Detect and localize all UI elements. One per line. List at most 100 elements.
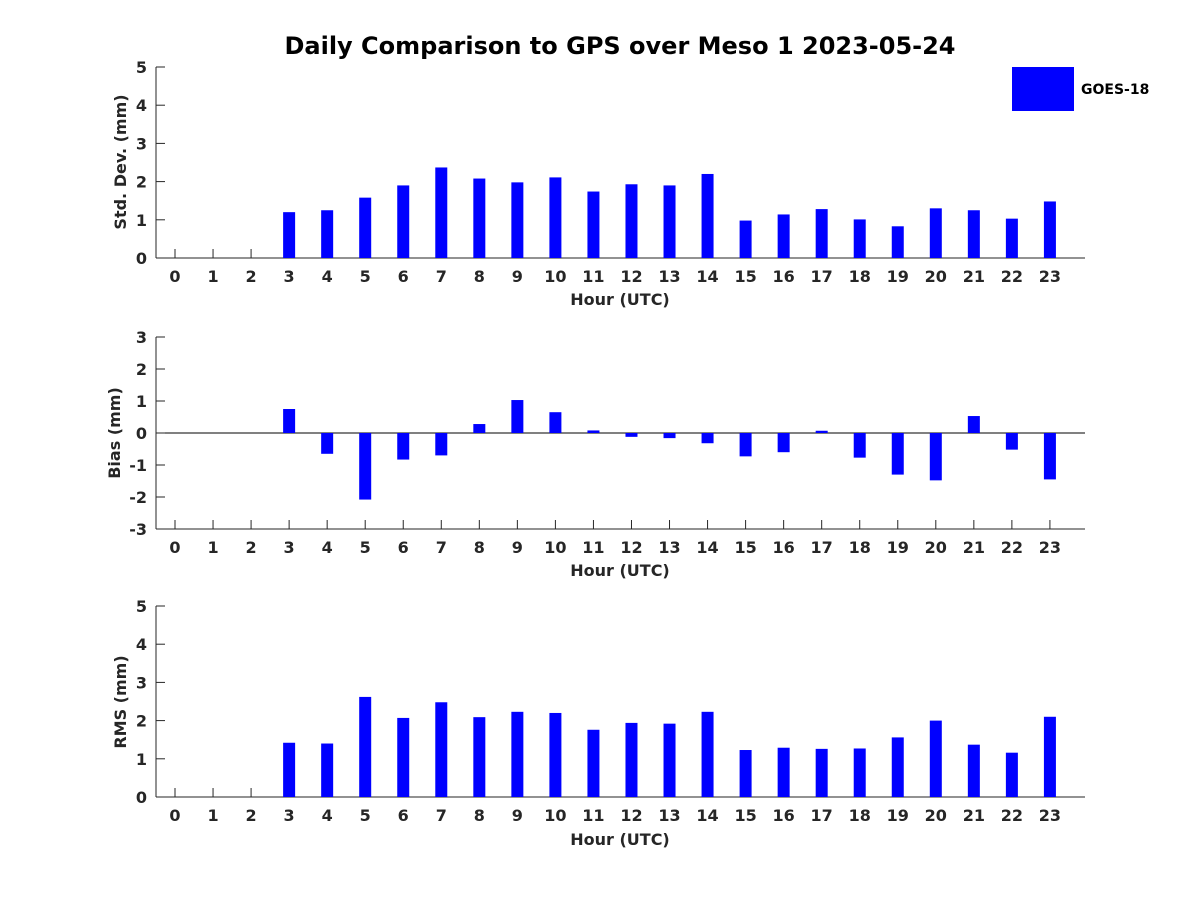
rms-x-tick-label: 18 [849,806,871,825]
rms-y-tick-label: 5 [136,597,147,616]
rms-x-tick-label: 17 [811,806,833,825]
bias-x-tick-label: 21 [963,538,985,557]
rms-bar-hour-17 [815,748,828,797]
rms-y-tick-label: 4 [136,635,147,654]
bias-x-tick-label: 16 [773,538,795,557]
std-dev-bar-hour-8 [473,178,486,258]
rms-bar-hour-19 [891,737,904,797]
std-dev-bar-hour-12 [625,184,638,258]
rms-x-tick-label: 4 [322,806,333,825]
bias-x-tick-label: 0 [169,538,180,557]
std-dev-y-tick-label: 3 [136,134,147,153]
std-dev-bar-hour-23 [1043,201,1056,258]
std-dev-bar-hour-16 [777,214,790,258]
std-dev-x-tick-label: 0 [169,267,180,286]
bias-x-tick-label: 9 [512,538,523,557]
rms-y-tick-label: 3 [136,673,147,692]
std-dev-bar-hour-17 [815,209,828,258]
rms-bar-hour-5 [359,696,372,797]
bias-bar-hour-11 [587,430,600,433]
std-dev-x-tick-label: 2 [246,267,257,286]
rms-bar-hour-21 [967,744,980,797]
std-dev-y-axis-label: Std. Dev. (mm) [111,94,130,229]
bias-bar-hour-20 [929,433,942,481]
std-dev-x-tick-label: 1 [207,267,218,286]
bias-y-tick-label: -2 [129,488,147,507]
rms-bar-hour-11 [587,729,600,797]
bias-y-tick-label: -3 [129,520,147,539]
std-dev-bar-hour-14 [701,173,714,258]
bias-bar-hour-13 [663,433,676,439]
rms-x-tick-label: 16 [773,806,795,825]
bias-bar-hour-23 [1043,433,1056,480]
std-dev-x-tick-label: 13 [658,267,680,286]
std-dev-y-tick-label: 4 [136,96,147,115]
std-dev-bar-hour-15 [739,220,752,258]
rms-bar-hour-13 [663,723,676,797]
std-dev-x-tick-label: 20 [925,267,947,286]
rms-bar-hour-23 [1043,716,1056,797]
bias-x-axis-label: Hour (UTC) [570,561,670,580]
std-dev-x-tick-label: 12 [620,267,642,286]
std-dev-x-tick-label: 15 [734,267,756,286]
std-dev-x-axis-label: Hour (UTC) [570,290,670,309]
std-dev-x-tick-label: 16 [773,267,795,286]
rms-x-tick-label: 12 [620,806,642,825]
bias-bar-hour-8 [473,424,486,433]
std-dev-x-tick-label: 9 [512,267,523,286]
std-dev-x-tick-label: 5 [360,267,371,286]
std-dev-bar-hour-19 [891,226,904,258]
rms-x-tick-label: 11 [582,806,604,825]
bias-x-tick-label: 3 [284,538,295,557]
rms-y-tick-label: 2 [136,712,147,731]
rms-bar-hour-16 [777,747,790,797]
std-dev-bar-hour-18 [853,219,866,258]
std-dev-x-tick-label: 23 [1039,267,1061,286]
rms-x-tick-label: 1 [207,806,218,825]
std-dev-x-tick-label: 7 [436,267,447,286]
rms-y-axis-label: RMS (mm) [111,655,130,748]
rms-bar-hour-15 [739,750,752,797]
rms-bar-hour-10 [549,712,562,797]
std-dev-x-tick-label: 22 [1001,267,1023,286]
bias-x-tick-label: 2 [246,538,257,557]
rms-x-tick-label: 14 [696,806,718,825]
std-dev-bar-hour-13 [663,185,676,258]
bias-x-tick-label: 10 [544,538,566,557]
rms-y-tick-label: 0 [136,788,147,807]
bias-x-tick-label: 14 [696,538,718,557]
bias-x-tick-label: 22 [1001,538,1023,557]
std-dev-bar-hour-10 [549,177,562,258]
std-dev-x-tick-label: 3 [284,267,295,286]
std-dev-y-tick-label: 5 [136,58,147,77]
rms-bar-hour-6 [397,717,410,797]
bias-x-tick-label: 19 [887,538,909,557]
std-dev-x-tick-label: 14 [696,267,718,286]
rms-x-tick-label: 20 [925,806,947,825]
bias-bar-hour-21 [967,416,980,433]
bias-bar-hour-15 [739,433,752,457]
std-dev-x-tick-label: 11 [582,267,604,286]
bias-x-tick-label: 5 [360,538,371,557]
bias-x-tick-label: 6 [398,538,409,557]
bias-bar-hour-7 [435,433,448,456]
rms-bar-hour-14 [701,711,714,797]
rms-x-tick-label: 23 [1039,806,1061,825]
rms-x-tick-label: 7 [436,806,447,825]
bias-y-tick-label: -1 [129,456,147,475]
rms-x-tick-label: 10 [544,806,566,825]
bias-x-tick-label: 4 [322,538,333,557]
bias-x-tick-label: 23 [1039,538,1061,557]
bias-bar-hour-18 [853,433,866,458]
bias-x-tick-label: 11 [582,538,604,557]
bias-y-tick-label: 1 [136,392,147,411]
bias-x-tick-label: 1 [207,538,218,557]
rms-x-tick-label: 19 [887,806,909,825]
bias-y-axis-label: Bias (mm) [105,387,124,479]
std-dev-bar-hour-21 [967,210,980,258]
std-dev-x-tick-label: 19 [887,267,909,286]
rms-x-tick-label: 6 [398,806,409,825]
